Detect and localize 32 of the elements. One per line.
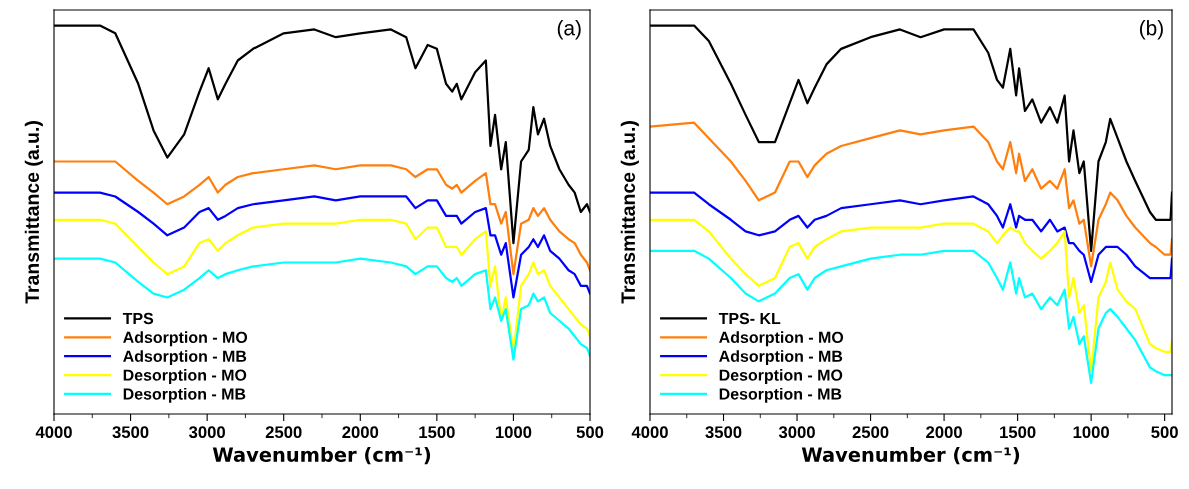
x-tick-label: 3000: [188, 426, 225, 439]
legend-label: Adsorption - MB: [123, 350, 247, 366]
x-tick-label: 3000: [778, 426, 815, 439]
x-tick-label: 2500: [265, 426, 302, 439]
legend-label: TPS- KL: [718, 312, 781, 325]
annotation: (a): [557, 20, 581, 40]
legend-label: Desorption - MO: [123, 369, 247, 384]
x-tick-label: 2000: [342, 426, 379, 439]
legend-label: Desorption - MB: [719, 387, 842, 403]
legend-label: Desorption - MB: [123, 387, 246, 403]
x-axis-title: Wavenumber (cm⁻¹): [801, 446, 1020, 465]
x-tick-label: 1000: [1073, 426, 1109, 439]
legend-label: Adsorption - MB: [719, 350, 843, 366]
x-tick-label: 3500: [112, 426, 149, 439]
x-tick-label: 4000: [35, 426, 72, 439]
y-axis-title: Transmittance (a.u.): [620, 121, 639, 304]
annotation: (b): [1140, 20, 1163, 40]
x-tick-label: 1500: [1000, 426, 1036, 439]
x-axis-title: Wavenumber (cm⁻¹): [212, 446, 431, 465]
x-tick-label: 2000: [926, 426, 962, 439]
x-tick-label: 500: [576, 426, 604, 439]
legend-label: Desorption - MO: [719, 369, 843, 384]
legend-label: Adsorption - MO: [123, 331, 248, 347]
x-tick-label: 4000: [631, 426, 668, 439]
legend-label: Adsorption - MO: [719, 331, 844, 347]
x-tick-label: 500: [1151, 426, 1178, 439]
x-tick-label: 3500: [705, 426, 742, 439]
x-tick-label: 2500: [852, 426, 889, 439]
legend-label: TPS: [122, 312, 154, 325]
x-tick-label: 1500: [419, 426, 455, 439]
x-tick-label: 1000: [495, 426, 532, 439]
y-axis-title: Transmittance (a.u.): [24, 121, 43, 304]
